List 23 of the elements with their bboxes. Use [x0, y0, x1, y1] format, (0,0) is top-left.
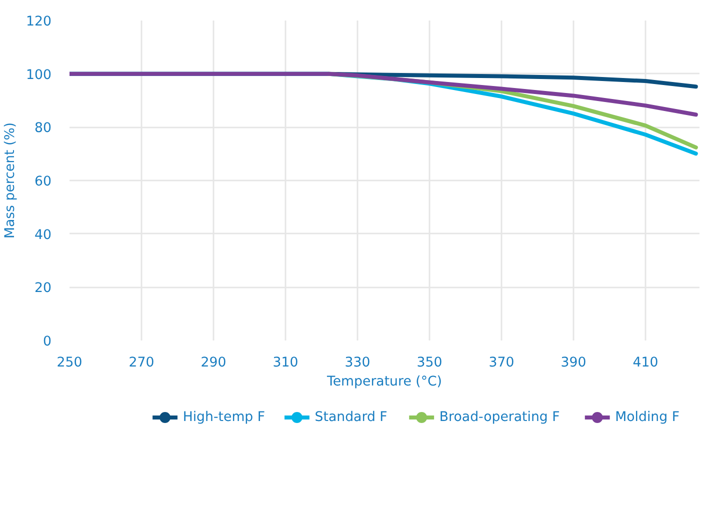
x-tick-label: 250: [56, 356, 82, 370]
y-tick-label: 20: [34, 281, 52, 296]
y-tick-label: 80: [34, 121, 52, 136]
x-tick-label: 270: [128, 356, 154, 370]
x-tick-label: 350: [416, 356, 442, 370]
x-axis-title: Temperature (°C): [326, 374, 442, 390]
x-tick-label: 370: [488, 356, 514, 370]
x-tick-label: 310: [272, 356, 298, 370]
line-series: [70, 72, 698, 117]
y-tick-label: 40: [34, 228, 52, 243]
y-tick-label: 100: [26, 68, 52, 83]
legend-label: High-temp F: [182, 410, 266, 425]
y-tick-label: 60: [34, 174, 52, 190]
y-axis-title: Mass percent (%): [3, 122, 18, 239]
x-tick-label: 410: [632, 356, 658, 370]
y-tick-label: 0: [43, 334, 52, 350]
y-tick-label: 120: [26, 14, 52, 30]
x-tick-label: 330: [344, 356, 370, 370]
legend-label: Standard F: [314, 410, 388, 425]
legend-label: Molding F: [615, 410, 680, 425]
x-tick-label: 290: [200, 356, 226, 370]
x-tick-label: 390: [560, 356, 586, 370]
legend-label: Broad-operating F: [439, 410, 560, 425]
